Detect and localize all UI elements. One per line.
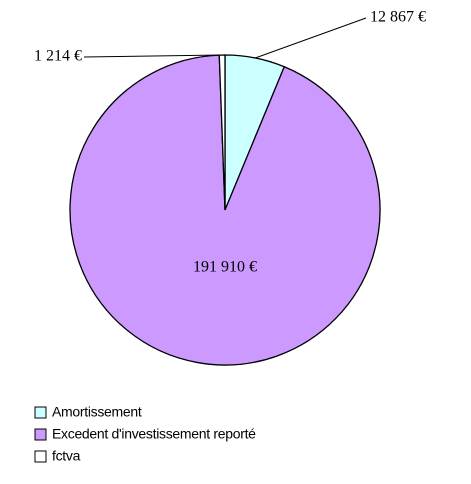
legend-swatch xyxy=(34,450,47,463)
legend-swatch xyxy=(34,428,47,441)
leader-line xyxy=(83,54,223,58)
legend-label: fctva xyxy=(52,448,81,464)
value-label: 191 910 € xyxy=(193,259,257,276)
legend-swatch xyxy=(34,406,47,419)
leader-line xyxy=(255,17,367,59)
legend-label: Excedent d'investissement reporté xyxy=(52,426,256,442)
legend-label: Amortissement xyxy=(52,404,142,420)
value-label: 12 867 € xyxy=(370,9,426,26)
value-label: 1 214 € xyxy=(34,48,82,65)
pie-slice xyxy=(69,54,381,366)
